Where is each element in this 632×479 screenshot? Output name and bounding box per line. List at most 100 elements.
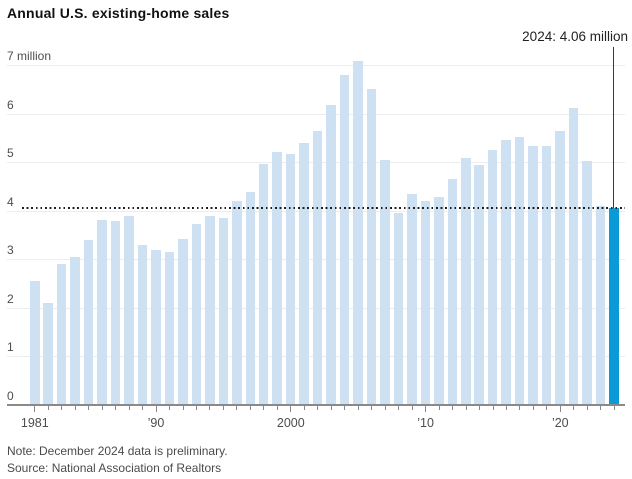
x-tick-2009 — [411, 406, 413, 410]
x-tick-2010 — [425, 406, 427, 412]
bar-1994 — [205, 215, 215, 405]
x-tick-2013 — [465, 406, 467, 410]
bar-2001 — [299, 142, 309, 405]
x-tick-1982 — [47, 406, 49, 410]
x-tick-1994 — [209, 406, 211, 410]
bar-2015 — [487, 150, 498, 405]
bar-2021 — [568, 107, 579, 405]
bar-1988 — [124, 215, 134, 405]
x-tick-label-1990: ’90 — [147, 416, 165, 430]
x-tick-1993 — [196, 406, 197, 410]
bar-2013 — [461, 157, 471, 405]
x-tick-2023 — [600, 406, 602, 410]
chart-title: Annual U.S. existing-home sales — [7, 5, 230, 21]
x-tick-1986 — [101, 406, 103, 410]
bar-2014 — [474, 165, 484, 405]
bar-1982 — [43, 303, 53, 405]
y-tick-label-3: 3 — [7, 243, 14, 257]
x-tick-2019 — [546, 406, 548, 410]
plot-area: 7 million 6 5 4 3 2 1 0 1981 ’90 2000 ’10 ’20 — [0, 49, 632, 430]
bar-2010 — [420, 201, 431, 405]
bar-1981 — [30, 281, 40, 405]
x-tick-2015 — [492, 406, 494, 410]
x-tick-2022 — [586, 406, 588, 410]
x-tick-2002 — [317, 406, 319, 410]
bar-1997 — [245, 192, 255, 405]
x-tick-2021 — [573, 406, 575, 410]
bar-1984 — [70, 256, 80, 405]
bar-2024 — [609, 207, 619, 405]
x-axis-line — [7, 404, 625, 406]
y-tick-label-1: 1 — [7, 340, 14, 354]
bar-1996 — [232, 201, 242, 405]
y-tick-label-0: 0 — [7, 389, 14, 403]
x-tick-1998 — [263, 406, 265, 410]
bar-2008 — [393, 213, 404, 405]
bar-2004 — [339, 74, 350, 405]
bar-2018 — [528, 145, 538, 405]
x-tick-1983 — [61, 406, 63, 410]
x-tick-1995 — [222, 406, 224, 410]
annotation-pointer-line — [613, 47, 614, 208]
bar-2022 — [582, 160, 592, 405]
x-tick-2008 — [398, 406, 400, 410]
x-tick-2011 — [438, 406, 440, 410]
bar-2019 — [541, 145, 552, 405]
bar-2000 — [285, 153, 296, 405]
bar-2002 — [312, 130, 323, 405]
x-tick-1987 — [115, 406, 117, 410]
bar-1990 — [151, 249, 161, 405]
x-tick-2016 — [505, 406, 507, 410]
x-tick-2006 — [371, 406, 373, 410]
source-text: Source: National Association of Realtors — [7, 461, 222, 475]
x-tick-2024 — [613, 406, 615, 410]
x-tick-label-2010: ’10 — [417, 416, 434, 430]
note-text: Note: December 2024 data is preliminary. — [7, 444, 228, 458]
y-tick-label-2: 2 — [7, 292, 14, 306]
bar-2023 — [595, 206, 606, 405]
bar-2011 — [434, 197, 444, 405]
reference-dotted-line — [22, 206, 625, 210]
annotation-label: 2024: 4.06 million — [522, 29, 628, 44]
bar-2016 — [501, 140, 511, 405]
x-tick-1981 — [34, 406, 36, 412]
y-tick-label-7: 7 million — [7, 49, 52, 63]
x-tick-2000 — [290, 406, 292, 412]
x-tick-1988 — [128, 406, 130, 410]
x-tick-label-2020: ’20 — [551, 416, 569, 430]
x-tick-1997 — [249, 406, 251, 410]
bar-1992 — [178, 238, 188, 405]
x-tick-2017 — [519, 406, 521, 410]
y-tick-label-4: 4 — [7, 195, 14, 209]
x-tick-1991 — [169, 406, 170, 410]
bars-group — [30, 61, 619, 405]
x-tick-2005 — [357, 406, 359, 410]
x-tick-1985 — [88, 406, 90, 410]
x-tick-label-1981: 1981 — [20, 416, 49, 430]
x-tick-1984 — [74, 406, 76, 410]
y-tick-label-6: 6 — [7, 98, 14, 112]
x-tick-2012 — [452, 406, 453, 410]
x-tick-1992 — [182, 406, 184, 410]
bar-2012 — [447, 178, 458, 405]
x-tick-2001 — [303, 406, 305, 410]
gridline-6 — [7, 114, 625, 115]
x-tick-1990 — [155, 406, 157, 412]
x-tick-1999 — [276, 406, 278, 410]
bar-1986 — [97, 220, 107, 405]
bar-1983 — [56, 264, 67, 405]
bar-2005 — [353, 61, 363, 405]
bar-1985 — [83, 239, 94, 405]
bar-2003 — [326, 104, 336, 405]
bar-1995 — [218, 218, 229, 405]
bar-2006 — [366, 89, 377, 405]
gridline-7 — [7, 65, 625, 66]
y-tick-label-5: 5 — [7, 146, 14, 160]
bar-2009 — [407, 193, 417, 405]
x-tick-2004 — [344, 406, 346, 410]
x-tick-2018 — [532, 406, 534, 410]
x-tick-2020 — [559, 406, 561, 412]
x-tick-2007 — [384, 406, 386, 410]
bar-1999 — [272, 151, 282, 405]
